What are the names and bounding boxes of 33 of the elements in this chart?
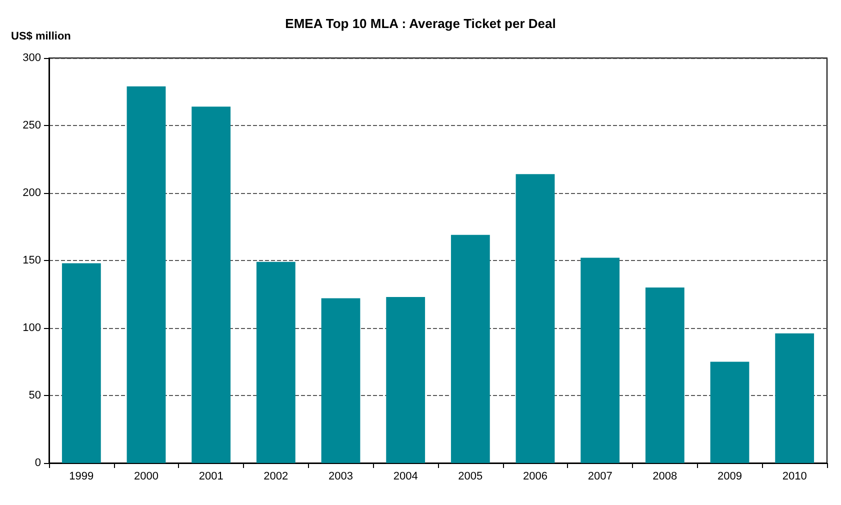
y-tick-label: 300 bbox=[22, 52, 41, 64]
x-tick-label: 2000 bbox=[134, 470, 158, 482]
x-tick-label: 2008 bbox=[652, 470, 678, 482]
bar bbox=[516, 174, 555, 463]
bar bbox=[450, 234, 490, 463]
chart-title: EMEA Top 10 MLA : Average Ticket per Deal bbox=[285, 16, 556, 31]
y-tick-label: 150 bbox=[22, 254, 41, 266]
bar bbox=[126, 86, 166, 463]
x-tick-label: 2003 bbox=[328, 470, 353, 482]
y-tick-label: 250 bbox=[22, 120, 41, 132]
y-tick-label: 200 bbox=[22, 187, 41, 199]
y-tick-label: 100 bbox=[22, 322, 41, 334]
x-tick-label: 2009 bbox=[718, 470, 742, 482]
y-axis-title: US$ million bbox=[11, 30, 72, 42]
bar bbox=[62, 263, 101, 463]
bar bbox=[192, 106, 231, 463]
x-tick-label: 2007 bbox=[588, 470, 612, 482]
x-tick-label: 1999 bbox=[69, 470, 94, 482]
x-tick-label: 2006 bbox=[523, 470, 548, 482]
x-tick-label: 2010 bbox=[782, 470, 807, 482]
bar bbox=[580, 258, 620, 463]
bar bbox=[710, 362, 750, 463]
y-tick-label: 0 bbox=[34, 457, 41, 469]
bar bbox=[321, 298, 360, 463]
x-tick-label: 2005 bbox=[458, 470, 483, 482]
bar bbox=[256, 262, 296, 463]
bar bbox=[386, 296, 426, 463]
x-tick-label: 2002 bbox=[264, 470, 288, 482]
x-tick-label: 2004 bbox=[393, 470, 418, 482]
x-tick-label: 2001 bbox=[198, 470, 224, 482]
bar bbox=[645, 288, 684, 463]
y-tick-label: 50 bbox=[28, 390, 41, 402]
bar bbox=[775, 333, 814, 463]
